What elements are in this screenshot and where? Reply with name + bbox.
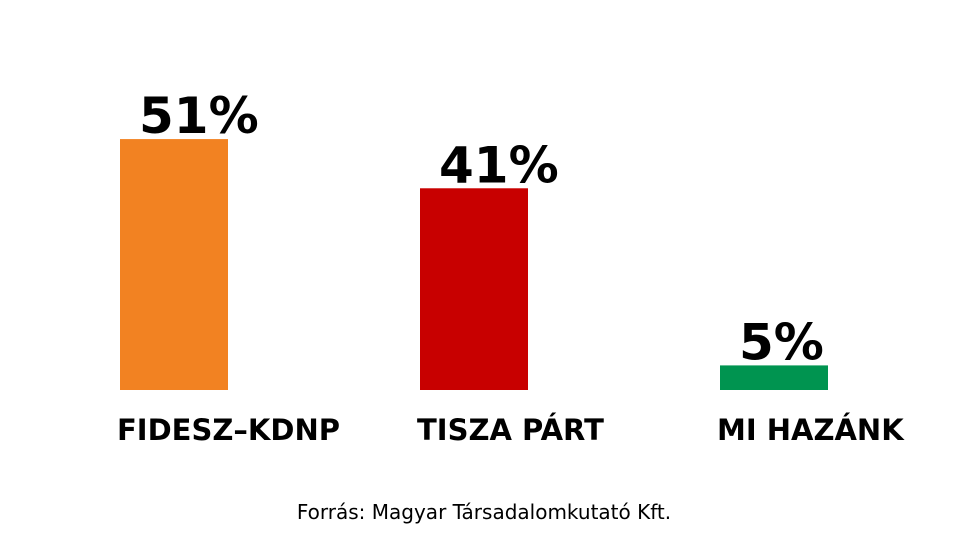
category-label: MI HAZÁNK xyxy=(717,413,905,447)
bar xyxy=(120,139,228,390)
bar xyxy=(720,365,828,390)
source-note: Forrás: Magyar Társadalomkutató Kft. xyxy=(297,500,671,524)
category-label: FIDESZ–KDNP xyxy=(117,413,340,447)
category-label: TISZA PÁRT xyxy=(417,413,604,447)
bar xyxy=(420,188,528,390)
value-label: 51% xyxy=(139,87,259,145)
value-label: 5% xyxy=(739,313,824,371)
value-label: 41% xyxy=(439,136,559,194)
